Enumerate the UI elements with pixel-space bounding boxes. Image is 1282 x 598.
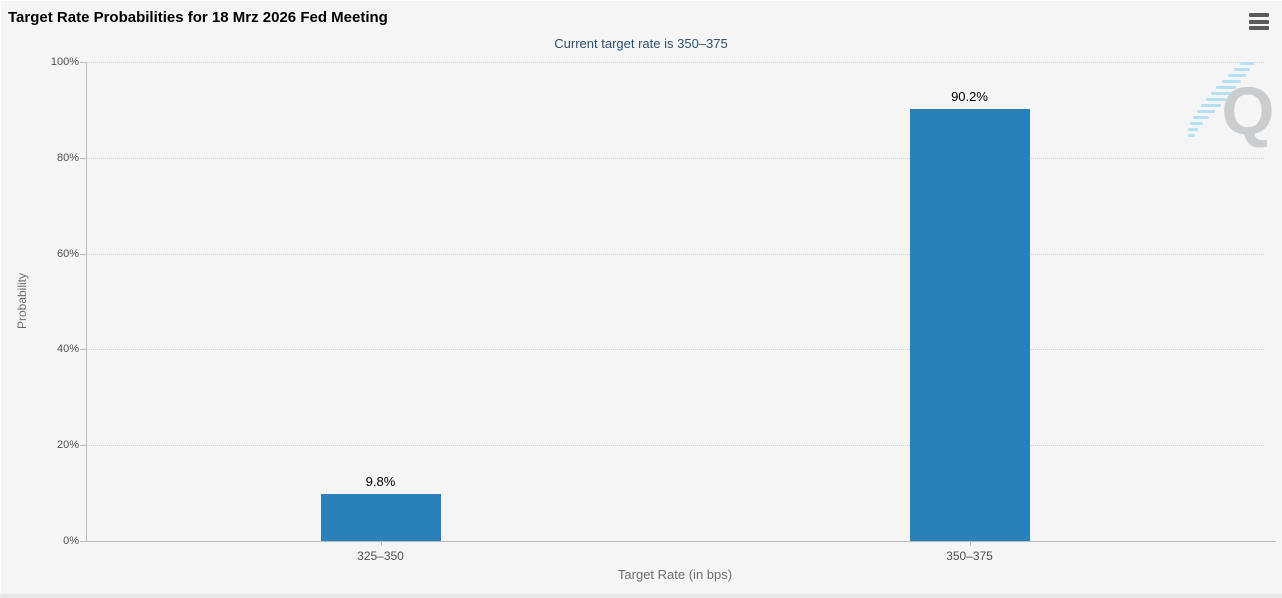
watermark-q-letter: Q bbox=[1222, 73, 1275, 149]
gridline-60 bbox=[86, 253, 1264, 255]
plot-area: 9.8% 325–350 90.2% 350–375 bbox=[86, 62, 1264, 563]
watermark-swoosh-icon bbox=[1188, 62, 1254, 137]
y-tick-label: 0% bbox=[63, 535, 79, 547]
y-tick bbox=[80, 157, 86, 159]
y-tick bbox=[80, 62, 86, 63]
x-tick bbox=[969, 541, 971, 546]
y-axis-labels: 0% 20% 40% 60% 80% 100% bbox=[0, 56, 79, 547]
y-axis-line bbox=[86, 62, 87, 541]
menu-button[interactable] bbox=[1249, 13, 1269, 30]
bar-325–350[interactable] bbox=[320, 494, 441, 541]
y-tick bbox=[80, 349, 86, 351]
hamburger-icon bbox=[1249, 19, 1269, 24]
hamburger-icon bbox=[1249, 26, 1269, 30]
quikstrike-watermark-logo: Q bbox=[1188, 62, 1275, 149]
y-tick-label: 80% bbox=[56, 151, 79, 164]
gridline-20 bbox=[86, 445, 1264, 447]
chart-title: Target Rate Probabilities for 18 Mrz 202… bbox=[8, 9, 388, 26]
y-tick-label: 100% bbox=[50, 56, 79, 68]
bar-350–375[interactable] bbox=[909, 108, 1030, 541]
bottom-border-strip bbox=[0, 594, 1282, 598]
x-category-label: 350–375 bbox=[946, 549, 993, 563]
gridline-80 bbox=[86, 157, 1264, 159]
x-axis-title: Target Rate (in bps) bbox=[617, 567, 733, 582]
y-tick bbox=[80, 253, 86, 255]
y-tick bbox=[80, 445, 86, 447]
y-tick-label: 40% bbox=[56, 343, 79, 356]
bar-value-label: 90.2% bbox=[951, 88, 988, 104]
y-tick bbox=[80, 541, 86, 542]
hamburger-icon bbox=[1249, 13, 1269, 17]
x-axis-line bbox=[86, 541, 1276, 542]
gridline-100 bbox=[86, 62, 1264, 63]
gridline-40 bbox=[86, 349, 1264, 351]
x-tick bbox=[380, 541, 382, 546]
y-tick-label: 60% bbox=[56, 247, 79, 260]
chart-subtitle: Current target rate is 350–375 bbox=[554, 36, 728, 51]
bar-value-label: 9.8% bbox=[365, 474, 396, 490]
x-category-label: 325–350 bbox=[357, 549, 404, 563]
y-tick-label: 20% bbox=[56, 439, 79, 452]
